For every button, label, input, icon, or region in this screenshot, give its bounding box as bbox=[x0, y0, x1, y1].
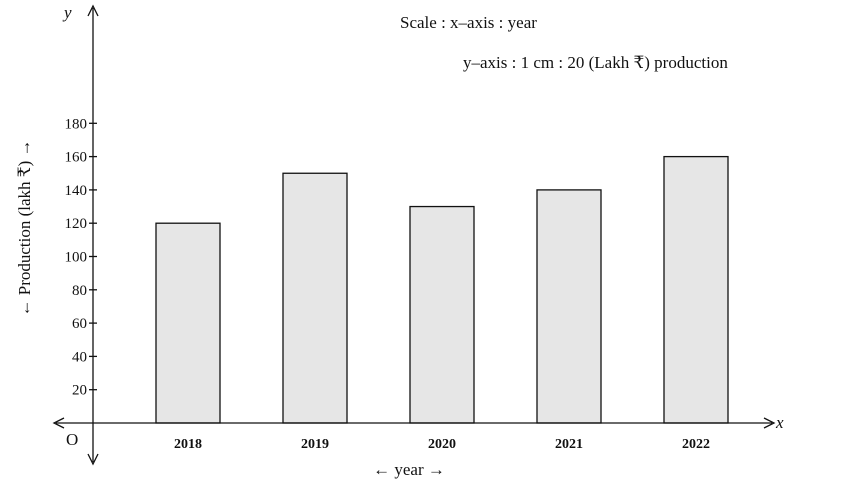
x-axis-left-arrow bbox=[52, 417, 65, 429]
y-tick-label-60: 60 bbox=[72, 316, 87, 332]
y-tick-label-20: 20 bbox=[72, 383, 87, 399]
down-arrow-glyph: ← bbox=[15, 295, 34, 316]
y-tick-label-180: 180 bbox=[65, 116, 88, 132]
origin-label: O bbox=[66, 430, 78, 449]
bar-2020 bbox=[409, 205, 475, 424]
y-tick-label-80: 80 bbox=[72, 283, 87, 299]
y-tick-label-120: 120 bbox=[65, 216, 88, 232]
y-axis-title-text: Production (lakh ₹) bbox=[15, 161, 34, 296]
x-axis-letter: x bbox=[775, 413, 784, 432]
x-categories-group: 2018 2019 2020 2021 2022 bbox=[174, 437, 710, 452]
left-arrow-glyph: ← bbox=[373, 460, 394, 479]
x-tick-label-2018: 2018 bbox=[174, 437, 202, 452]
y-axis-title: ← Production (lakh ₹) → bbox=[15, 139, 34, 316]
up-arrow-glyph: → bbox=[15, 139, 34, 160]
y-tick-label-140: 140 bbox=[65, 183, 88, 199]
scale-note-line1: Scale : x–axis : year bbox=[400, 13, 537, 32]
y-tick-label-40: 40 bbox=[72, 349, 87, 365]
y-ticks-group: 20 40 60 80 100 120 140 160 180 bbox=[65, 116, 97, 399]
axes-group bbox=[52, 4, 776, 466]
bar-2022 bbox=[663, 155, 729, 424]
x-tick-label-2020: 2020 bbox=[428, 437, 456, 452]
x-axis-title-text: year bbox=[394, 460, 424, 479]
x-tick-label-2022: 2022 bbox=[682, 437, 710, 452]
y-axis-letter: y bbox=[62, 3, 72, 22]
bar-2018 bbox=[155, 222, 221, 424]
right-arrow-glyph: → bbox=[424, 460, 445, 479]
x-axis-right-arrow bbox=[763, 417, 776, 429]
scale-note-line2: y–axis : 1 cm : 20 (Lakh ₹) production bbox=[463, 53, 728, 72]
y-tick-label-100: 100 bbox=[65, 250, 88, 266]
y-axis-down-arrow bbox=[87, 453, 99, 466]
x-tick-label-2019: 2019 bbox=[301, 437, 329, 452]
x-tick-label-2021: 2021 bbox=[555, 437, 583, 452]
y-tick-label-160: 160 bbox=[65, 150, 88, 166]
bar-2021 bbox=[536, 189, 602, 424]
y-axis-up-arrow bbox=[87, 4, 99, 17]
bar-2019 bbox=[282, 172, 348, 424]
x-axis-title: ← year → bbox=[373, 460, 445, 479]
bars-group bbox=[155, 155, 729, 424]
